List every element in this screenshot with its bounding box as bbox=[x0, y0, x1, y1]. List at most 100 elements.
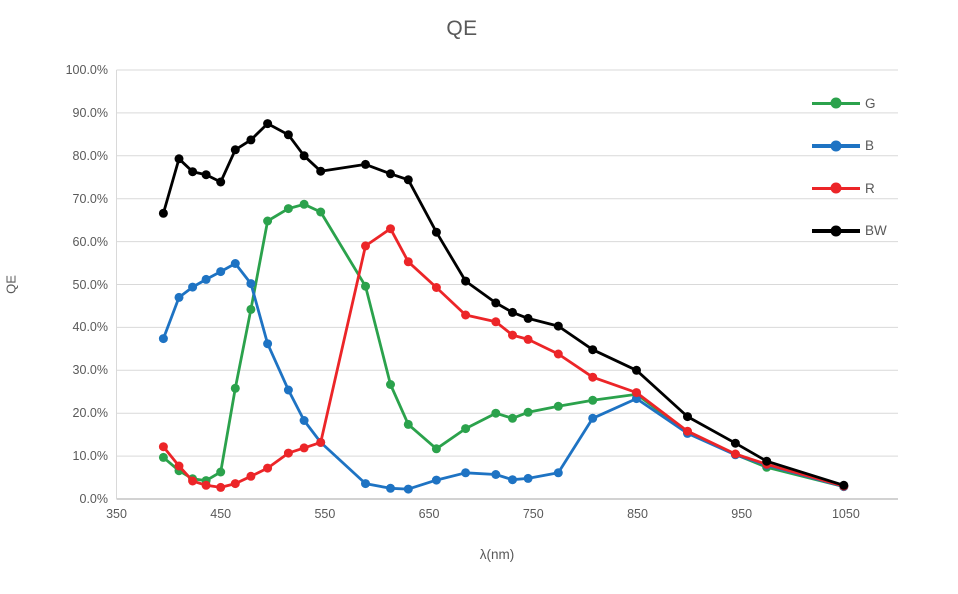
series-point-bw bbox=[361, 159, 370, 169]
series-point-r bbox=[316, 437, 326, 447]
series-point-b bbox=[386, 483, 395, 493]
series-point-bw bbox=[283, 130, 293, 140]
x-tick-label: 550 bbox=[314, 507, 336, 521]
series-point-b bbox=[230, 259, 240, 268]
series-point-bw bbox=[201, 170, 211, 180]
series-point-b bbox=[201, 274, 211, 284]
x-tick-label: 750 bbox=[522, 507, 544, 521]
series-point-g bbox=[299, 199, 309, 209]
series-point-b bbox=[263, 339, 273, 349]
y-tick-label: 20.0% bbox=[72, 406, 108, 421]
series-line-r bbox=[161, 227, 846, 489]
series-point-r bbox=[216, 482, 226, 492]
series-point-bw bbox=[461, 276, 471, 286]
series-point-g bbox=[386, 380, 395, 389]
series-point-g bbox=[588, 395, 598, 405]
series-point-r bbox=[361, 241, 370, 251]
series-point-bw bbox=[299, 151, 309, 161]
series-point-bw bbox=[762, 456, 772, 466]
series-point-bw bbox=[386, 169, 395, 179]
series-point-bw bbox=[553, 321, 563, 331]
series-point-bw bbox=[508, 307, 517, 317]
series-point-g bbox=[461, 424, 471, 434]
x-tick-label: 450 bbox=[210, 507, 232, 521]
series-point-bw bbox=[403, 175, 413, 185]
series-point-b bbox=[158, 334, 168, 344]
series-point-bw bbox=[188, 167, 198, 177]
series-point-b bbox=[588, 413, 598, 423]
series-point-b bbox=[299, 416, 309, 425]
series-point-g bbox=[263, 216, 273, 226]
series-point-g bbox=[316, 207, 326, 217]
series-point-b bbox=[403, 484, 413, 494]
x-tick-label: 850 bbox=[627, 507, 648, 521]
y-tick-label: 70.0% bbox=[72, 191, 108, 206]
series-point-bw bbox=[174, 154, 184, 164]
series-point-bw bbox=[491, 298, 501, 308]
y-tick-label: 40.0% bbox=[72, 320, 108, 335]
series-point-g bbox=[491, 408, 501, 418]
series-point-r bbox=[403, 257, 413, 267]
y-tick-label: 90.0% bbox=[72, 105, 108, 120]
series-point-g bbox=[553, 401, 563, 411]
series-point-r bbox=[730, 449, 740, 459]
series-point-b bbox=[361, 479, 370, 489]
series-point-r bbox=[188, 476, 198, 486]
series-point-b bbox=[461, 468, 471, 478]
series-point-b bbox=[431, 475, 441, 485]
series-point-g bbox=[523, 407, 533, 417]
series-point-r bbox=[201, 480, 211, 490]
series-point-g bbox=[246, 304, 256, 314]
series-line-bw bbox=[161, 122, 846, 487]
series-point-b bbox=[523, 473, 533, 483]
series-point-b bbox=[553, 468, 563, 478]
y-tick-label: 80.0% bbox=[72, 148, 108, 163]
x-axis-title: λ(nm) bbox=[479, 547, 515, 562]
y-tick-label: 100.0% bbox=[65, 63, 108, 77]
series-point-g bbox=[283, 204, 293, 214]
x-tick-label: 950 bbox=[731, 507, 753, 521]
series-point-r bbox=[174, 461, 184, 471]
x-tick-label: 350 bbox=[106, 507, 127, 521]
series-point-r bbox=[553, 349, 563, 359]
series-point-g bbox=[508, 413, 517, 423]
y-tick-label: 30.0% bbox=[72, 363, 108, 378]
series-point-b bbox=[283, 385, 293, 395]
series-point-b bbox=[188, 282, 198, 292]
series-point-bw bbox=[246, 135, 256, 145]
series-point-g bbox=[403, 419, 413, 429]
series-point-r bbox=[246, 471, 256, 481]
series-point-r bbox=[632, 388, 641, 398]
series-point-r bbox=[523, 334, 533, 344]
series-point-b bbox=[508, 475, 517, 485]
series-point-b bbox=[216, 267, 226, 277]
series-point-r bbox=[283, 448, 293, 458]
series-point-bw bbox=[431, 227, 441, 237]
series-line-g bbox=[161, 202, 846, 489]
y-tick-label: 50.0% bbox=[72, 277, 108, 292]
series-point-g bbox=[158, 452, 168, 462]
chart-title: QE bbox=[446, 17, 478, 40]
series-point-bw bbox=[523, 313, 533, 323]
y-tick-label: 60.0% bbox=[72, 234, 108, 249]
series-point-bw bbox=[632, 365, 641, 375]
y-tick-label: 0.0% bbox=[79, 492, 109, 506]
series-point-bw bbox=[158, 208, 168, 218]
series-point-r bbox=[431, 283, 441, 292]
series-point-b bbox=[491, 470, 501, 479]
series-point-bw bbox=[839, 480, 849, 490]
series-point-r bbox=[263, 463, 273, 473]
series-point-bw bbox=[216, 177, 226, 187]
series-point-bw bbox=[588, 345, 598, 355]
series-point-g bbox=[361, 281, 370, 291]
series-point-r bbox=[158, 442, 168, 452]
series-point-bw bbox=[263, 119, 273, 129]
series-point-bw bbox=[230, 145, 240, 155]
y-tick-label: 10.0% bbox=[72, 449, 108, 464]
series-point-g bbox=[216, 467, 226, 477]
series-point-r bbox=[230, 479, 240, 489]
x-tick-label: 650 bbox=[418, 507, 440, 521]
y-axis-title: QE bbox=[3, 275, 19, 294]
series-point-bw bbox=[316, 166, 326, 176]
